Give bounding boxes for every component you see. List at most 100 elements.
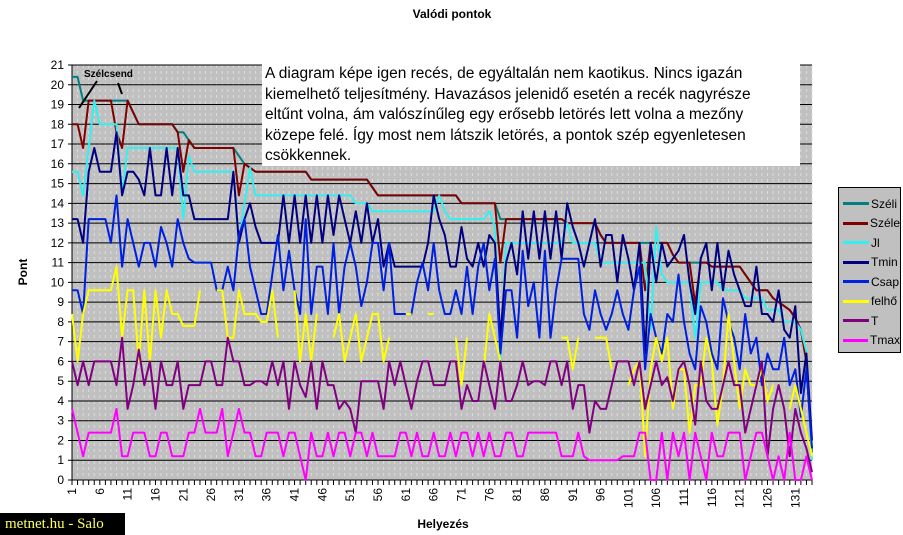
legend-label: Tmax: [870, 333, 900, 348]
note-line: A diagram képe igen recés, de egyáltalán…: [265, 65, 743, 82]
series-felhő-line: [595, 336, 613, 370]
callout-arrow-1: [78, 80, 98, 109]
y-tick-label: 0: [57, 473, 64, 487]
series-felhő-line: [216, 289, 279, 339]
note-line: csökkennek.: [265, 147, 352, 164]
szelcsend-callout: Szélcsend: [84, 69, 133, 80]
x-tick-label: 46: [315, 488, 329, 502]
legend-item: Tmin: [839, 253, 900, 273]
series-Csap-line: [72, 194, 813, 449]
x-tick-label: 66: [427, 488, 441, 502]
series-felhő-line: [482, 313, 502, 370]
legend-label: Tmin: [871, 255, 898, 270]
watermark-logo: metnet.hu - Salo: [0, 513, 125, 535]
legend-item: Jl: [839, 233, 900, 253]
y-tick-label: 20: [51, 78, 65, 92]
y-tick-label: 3: [57, 414, 64, 428]
legend-swatch: [843, 338, 868, 342]
legend-item: felhő: [839, 292, 900, 312]
legend-label: felhő: [871, 294, 898, 309]
legend-swatch: [843, 221, 868, 225]
legend-swatch: [843, 319, 869, 323]
y-tick-label: 4: [57, 394, 64, 408]
y-tick-label: 8: [57, 315, 64, 329]
y-tick-label: 5: [57, 374, 64, 388]
series-Széle-line: [72, 99, 813, 453]
y-tick-label: 21: [51, 58, 65, 72]
y-tick-label: 14: [51, 196, 65, 210]
x-tick-label: 26: [204, 488, 218, 502]
y-tick-label: 6: [57, 354, 64, 368]
x-tick-label: 131: [788, 488, 802, 508]
x-tick-label: 11: [121, 488, 135, 501]
legend-item: Csap: [839, 272, 900, 292]
y-tick-label: 7: [57, 335, 64, 349]
y-tick-label: 19: [51, 98, 65, 112]
annotation-note: A diagram képe igen recés, de egyáltalán…: [262, 63, 800, 166]
y-tick-label: 2: [57, 433, 64, 447]
series-T-line: [71, 336, 813, 473]
x-tick-label: 56: [371, 488, 385, 502]
y-axis-label: Pont: [16, 259, 30, 286]
chart-title: Valódi pontok: [413, 7, 492, 21]
x-tick-label: 21: [176, 488, 190, 502]
x-tick-label: 111: [677, 488, 691, 507]
x-tick-label: 101: [621, 488, 635, 508]
series-felhő-line: [293, 290, 318, 363]
legend-label: Csap: [871, 274, 900, 289]
series-felhő-line: [332, 313, 391, 363]
legend-item: Széli: [839, 194, 900, 214]
x-tick-label: 116: [705, 488, 719, 507]
series-felhő-line: [454, 337, 468, 387]
x-tick-label: 31: [232, 488, 246, 502]
legend-swatch: [843, 260, 869, 264]
legend-label: T: [871, 313, 879, 328]
x-tick-label: 86: [538, 488, 552, 502]
y-tick-label: 12: [51, 236, 65, 250]
legend-swatch: [843, 299, 869, 303]
x-tick-label: 96: [594, 488, 608, 502]
y-tick-label: 15: [51, 177, 65, 191]
x-tick-label: 36: [260, 488, 274, 502]
series-Tmax-line: [71, 407, 813, 481]
x-tick-label: 91: [566, 488, 580, 502]
note-line: eltűnt volna, ám valószínűleg egy erőseb…: [265, 106, 744, 123]
x-axis-label: Helyezés: [417, 517, 469, 531]
series-felhő-line: [71, 265, 201, 363]
y-tick-label: 1: [57, 453, 64, 467]
x-tick-label: 61: [399, 488, 413, 502]
legend-item: Széle: [839, 214, 900, 234]
y-tick-label: 18: [51, 117, 65, 131]
legend-swatch: [843, 241, 869, 245]
y-tick-label: 17: [51, 137, 65, 151]
x-tick-label: 121: [733, 488, 747, 508]
x-tick-label: 6: [93, 488, 107, 495]
y-tick-label: 11: [52, 256, 65, 270]
legend-label: Jl: [871, 235, 880, 250]
series-Tmin-line: [72, 131, 813, 441]
callout-arrow-2: [117, 82, 123, 95]
legend-swatch: [843, 202, 869, 206]
x-tick-label: 126: [760, 488, 774, 508]
legend-swatch: [843, 280, 869, 284]
y-tick-label: 9: [57, 295, 64, 309]
legend: Széli Széle Jl Tmin Csap felhő T Tmax: [838, 187, 901, 353]
note-line: kiemelhető teljesítmény. Havazásos jelen…: [265, 85, 751, 103]
series-felhő-line: [561, 336, 580, 371]
y-tick-label: 13: [51, 216, 65, 230]
x-tick-label: 51: [343, 488, 357, 502]
x-tick-label: 41: [288, 488, 302, 502]
x-tick-label: 71: [454, 488, 468, 502]
legend-label: Széle: [869, 216, 900, 231]
x-tick-label: 76: [482, 488, 496, 502]
note-line: közepe felé. Így most nem látszik letöré…: [265, 126, 746, 144]
series-felhő-line: [788, 384, 813, 457]
legend-item: Tmax: [839, 331, 900, 351]
legend-item: T: [839, 311, 900, 331]
series-felhő-line: [627, 313, 775, 458]
x-tick-label: 1: [65, 488, 79, 495]
x-tick-label: 81: [510, 488, 524, 502]
legend-label: Széli: [871, 196, 898, 211]
y-tick-label: 10: [51, 275, 65, 289]
y-tick-label: 16: [51, 157, 65, 171]
